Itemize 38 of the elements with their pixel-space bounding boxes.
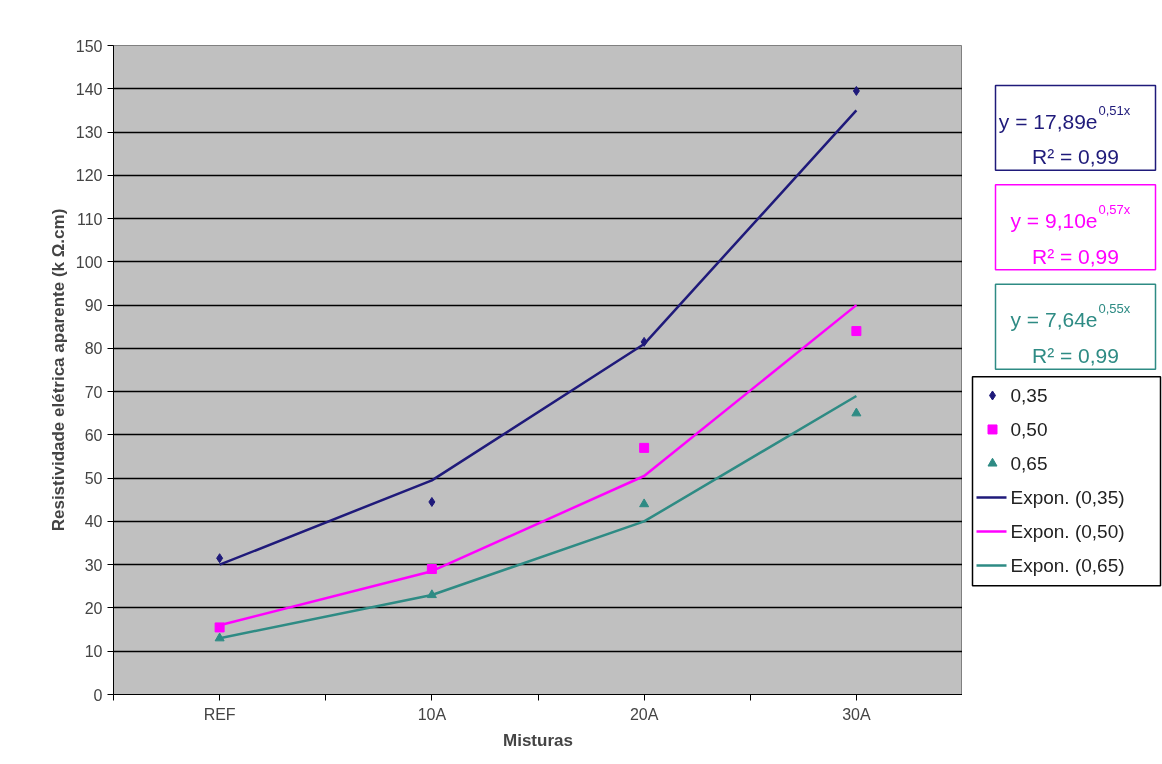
legend-label: 0,35 bbox=[1010, 384, 1048, 406]
x-tick-label: REF bbox=[203, 705, 236, 723]
y-tick-label: 120 bbox=[75, 167, 103, 185]
x-axis-title: Misturas bbox=[503, 730, 573, 750]
y-tick-label: 10 bbox=[84, 643, 103, 661]
x-tick-label: 20A bbox=[629, 705, 659, 723]
y-tick-label: 110 bbox=[76, 210, 103, 228]
point bbox=[214, 632, 225, 642]
legend-label: 0,50 bbox=[1010, 418, 1048, 440]
y-tick-label: 50 bbox=[84, 470, 103, 488]
y-tick-label: 60 bbox=[84, 426, 103, 444]
y-tick-label: 140 bbox=[75, 80, 103, 98]
y-tick-label: 30 bbox=[84, 556, 103, 574]
y-tick-label: 0 bbox=[93, 686, 103, 704]
y-axis-title: Resistividade elétrica aparente (k Ω.cm) bbox=[48, 208, 68, 532]
y-tick-label: 90 bbox=[84, 297, 103, 315]
point bbox=[639, 498, 650, 508]
legend-label: Expon. (0,50) bbox=[1010, 520, 1125, 542]
y-tick-label: 100 bbox=[75, 253, 103, 271]
point bbox=[852, 85, 860, 96]
point bbox=[216, 553, 224, 564]
point bbox=[639, 442, 650, 453]
point bbox=[428, 496, 436, 507]
line-series bbox=[218, 109, 858, 566]
x-tick-label: 10A bbox=[417, 705, 447, 723]
legend-label: 0,65 bbox=[1010, 452, 1048, 474]
point bbox=[851, 407, 862, 417]
y-tick-label: 20 bbox=[84, 599, 103, 617]
y-tick-label: 130 bbox=[75, 124, 103, 142]
legend-label: Expon. (0,65) bbox=[1010, 554, 1125, 576]
y-tick-label: 150 bbox=[75, 37, 103, 55]
y-tick-label: 80 bbox=[84, 340, 103, 358]
x-tick-label: 30A bbox=[842, 705, 871, 723]
y-tick-label: 70 bbox=[84, 383, 103, 401]
point bbox=[851, 326, 862, 337]
y-tick-label: 40 bbox=[84, 513, 103, 531]
legend-label: Expon. (0,35) bbox=[1010, 486, 1125, 508]
point bbox=[214, 622, 225, 633]
